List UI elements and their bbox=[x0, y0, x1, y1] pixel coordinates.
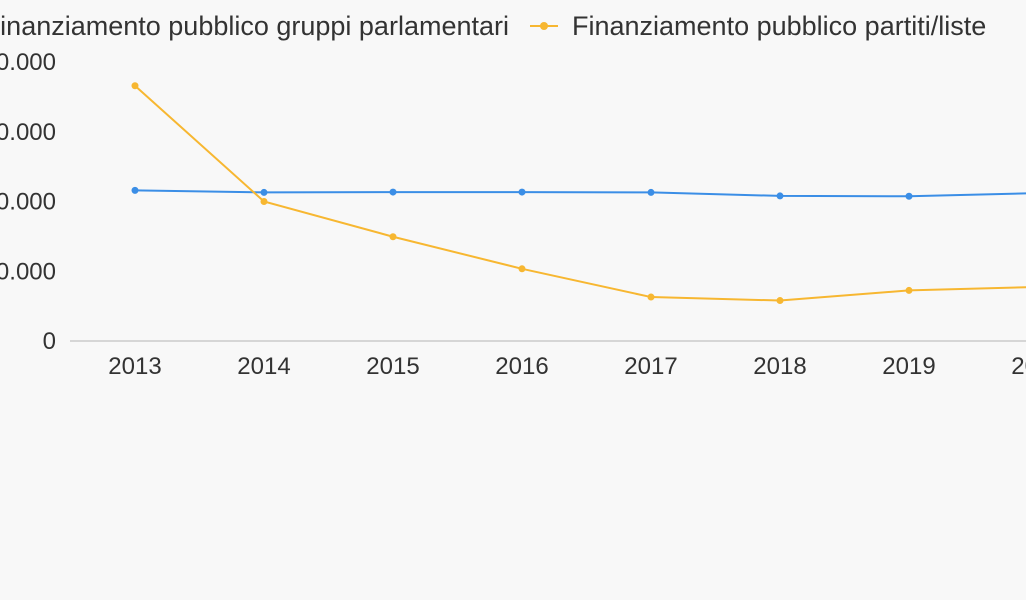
data-point[interactable] bbox=[905, 286, 913, 294]
legend: Finanziamento pubblico gruppi parlamenta… bbox=[0, 11, 986, 41]
x-tick-label: 2020 bbox=[1011, 353, 1026, 380]
x-tick-label: 2013 bbox=[108, 353, 161, 380]
x-tick-label: 2019 bbox=[882, 353, 935, 380]
data-point[interactable] bbox=[260, 198, 268, 205]
legend-label: Finanziamento pubblico gruppi parlamenta… bbox=[0, 11, 509, 41]
series-line bbox=[134, 189, 1026, 198]
series-1 bbox=[131, 186, 1026, 200]
data-point[interactable] bbox=[905, 192, 913, 200]
data-point[interactable] bbox=[389, 233, 397, 241]
data-point[interactable] bbox=[131, 82, 139, 90]
series-line bbox=[134, 84, 1026, 302]
data-point[interactable] bbox=[776, 192, 784, 200]
y-axis: 0 10.000.000 20.000.000 30.000.000 40.000.00… bbox=[0, 49, 56, 355]
series-2 bbox=[131, 82, 1026, 305]
y-tick-label: 30.000.000 bbox=[0, 119, 56, 146]
x-tick-label: 2017 bbox=[624, 353, 677, 380]
series-layer bbox=[131, 82, 1026, 305]
data-point[interactable] bbox=[647, 188, 655, 196]
x-tick-label: 2016 bbox=[495, 353, 548, 380]
legend-marker bbox=[540, 22, 548, 30]
data-point[interactable] bbox=[518, 188, 526, 196]
y-tick-label: 40.000.000 bbox=[0, 49, 56, 76]
x-tick-label: 2018 bbox=[753, 353, 806, 380]
legend-label: Finanziamento pubblico partiti/liste bbox=[572, 11, 986, 41]
y-tick-label: 0 bbox=[43, 328, 56, 355]
data-point[interactable] bbox=[518, 265, 526, 273]
y-tick-label: 20.000.000 bbox=[0, 189, 56, 216]
data-point[interactable] bbox=[647, 293, 655, 301]
data-point[interactable] bbox=[260, 188, 268, 196]
x-axis: 2013 2014 2015 2016 2017 2018 2019 2020 bbox=[108, 353, 1026, 380]
x-tick-label: 2015 bbox=[366, 353, 419, 380]
x-tick-label: 2014 bbox=[237, 353, 290, 380]
data-point[interactable] bbox=[389, 188, 397, 196]
y-tick-label: 10.000.000 bbox=[0, 258, 56, 285]
data-point[interactable] bbox=[776, 297, 784, 305]
data-point[interactable] bbox=[131, 186, 139, 194]
